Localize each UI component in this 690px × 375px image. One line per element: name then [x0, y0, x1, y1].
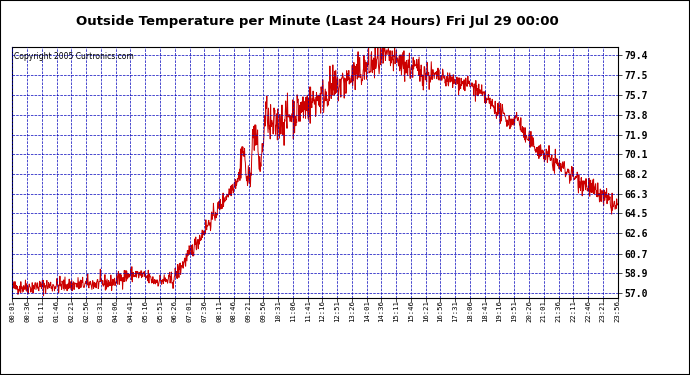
Text: 07:01: 07:01 [186, 300, 193, 322]
Text: 15:46: 15:46 [408, 300, 414, 322]
Text: 03:31: 03:31 [98, 300, 104, 322]
Text: 11:06: 11:06 [290, 300, 296, 322]
Text: 11:41: 11:41 [304, 300, 310, 322]
Text: 23:56: 23:56 [615, 300, 620, 322]
Text: 04:41: 04:41 [128, 300, 133, 322]
Text: 22:46: 22:46 [585, 300, 591, 322]
Text: 12:16: 12:16 [319, 300, 326, 322]
Text: 23:21: 23:21 [600, 300, 606, 322]
Text: 09:21: 09:21 [246, 300, 252, 322]
Text: 02:56: 02:56 [83, 300, 89, 322]
Text: 10:31: 10:31 [275, 300, 281, 322]
Text: 17:31: 17:31 [452, 300, 458, 322]
Text: 08:46: 08:46 [231, 300, 237, 322]
Text: 14:01: 14:01 [364, 300, 370, 322]
Text: 16:21: 16:21 [423, 300, 428, 322]
Text: 16:56: 16:56 [437, 300, 444, 322]
Text: 00:36: 00:36 [24, 300, 30, 322]
Text: Outside Temperature per Minute (Last 24 Hours) Fri Jul 29 00:00: Outside Temperature per Minute (Last 24 … [76, 15, 559, 28]
Text: 14:36: 14:36 [378, 300, 384, 322]
Text: 07:36: 07:36 [201, 300, 207, 322]
Text: 21:36: 21:36 [555, 300, 562, 322]
Text: 01:46: 01:46 [54, 300, 60, 322]
Text: 12:51: 12:51 [334, 300, 340, 322]
Text: 18:06: 18:06 [467, 300, 473, 322]
Text: 06:26: 06:26 [172, 300, 178, 322]
Text: 02:21: 02:21 [68, 300, 75, 322]
Text: 04:06: 04:06 [112, 300, 119, 322]
Text: 05:51: 05:51 [157, 300, 163, 322]
Text: 15:11: 15:11 [393, 300, 399, 322]
Text: 13:26: 13:26 [349, 300, 355, 322]
Text: 21:01: 21:01 [541, 300, 546, 322]
Text: 18:41: 18:41 [482, 300, 488, 322]
Text: Copyright 2005 Curtronics.com: Copyright 2005 Curtronics.com [14, 52, 134, 61]
Text: 01:11: 01:11 [39, 300, 45, 322]
Text: 05:16: 05:16 [142, 300, 148, 322]
Text: 08:11: 08:11 [216, 300, 222, 322]
Text: 19:16: 19:16 [497, 300, 502, 322]
Text: 00:01: 00:01 [10, 300, 15, 322]
Text: 22:11: 22:11 [570, 300, 576, 322]
Text: 09:56: 09:56 [260, 300, 266, 322]
Text: 19:51: 19:51 [511, 300, 518, 322]
Text: 20:26: 20:26 [526, 300, 532, 322]
